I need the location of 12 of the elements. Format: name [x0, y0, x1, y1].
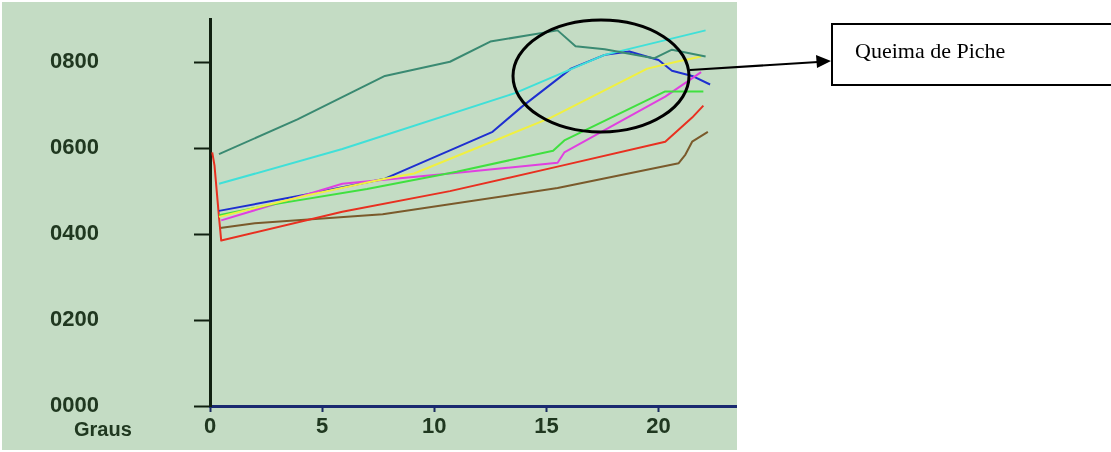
y-tick-label: 0200	[50, 306, 99, 332]
x-tick-label: 10	[422, 413, 447, 439]
y-tick-label: 0800	[50, 48, 99, 74]
text: Queima de Piche	[831, 23, 1111, 86]
x-tick-label: 20	[646, 413, 671, 439]
x-tick-label: 15	[534, 413, 559, 439]
y-tick-label: 0000	[50, 392, 99, 418]
y-tick-label: 0600	[50, 134, 99, 160]
x-tick-label: 0	[203, 413, 217, 439]
x-tick-label: 5	[316, 413, 329, 439]
y-tick-label: 0400	[50, 220, 99, 246]
x-axis-title: Graus	[74, 417, 132, 440]
